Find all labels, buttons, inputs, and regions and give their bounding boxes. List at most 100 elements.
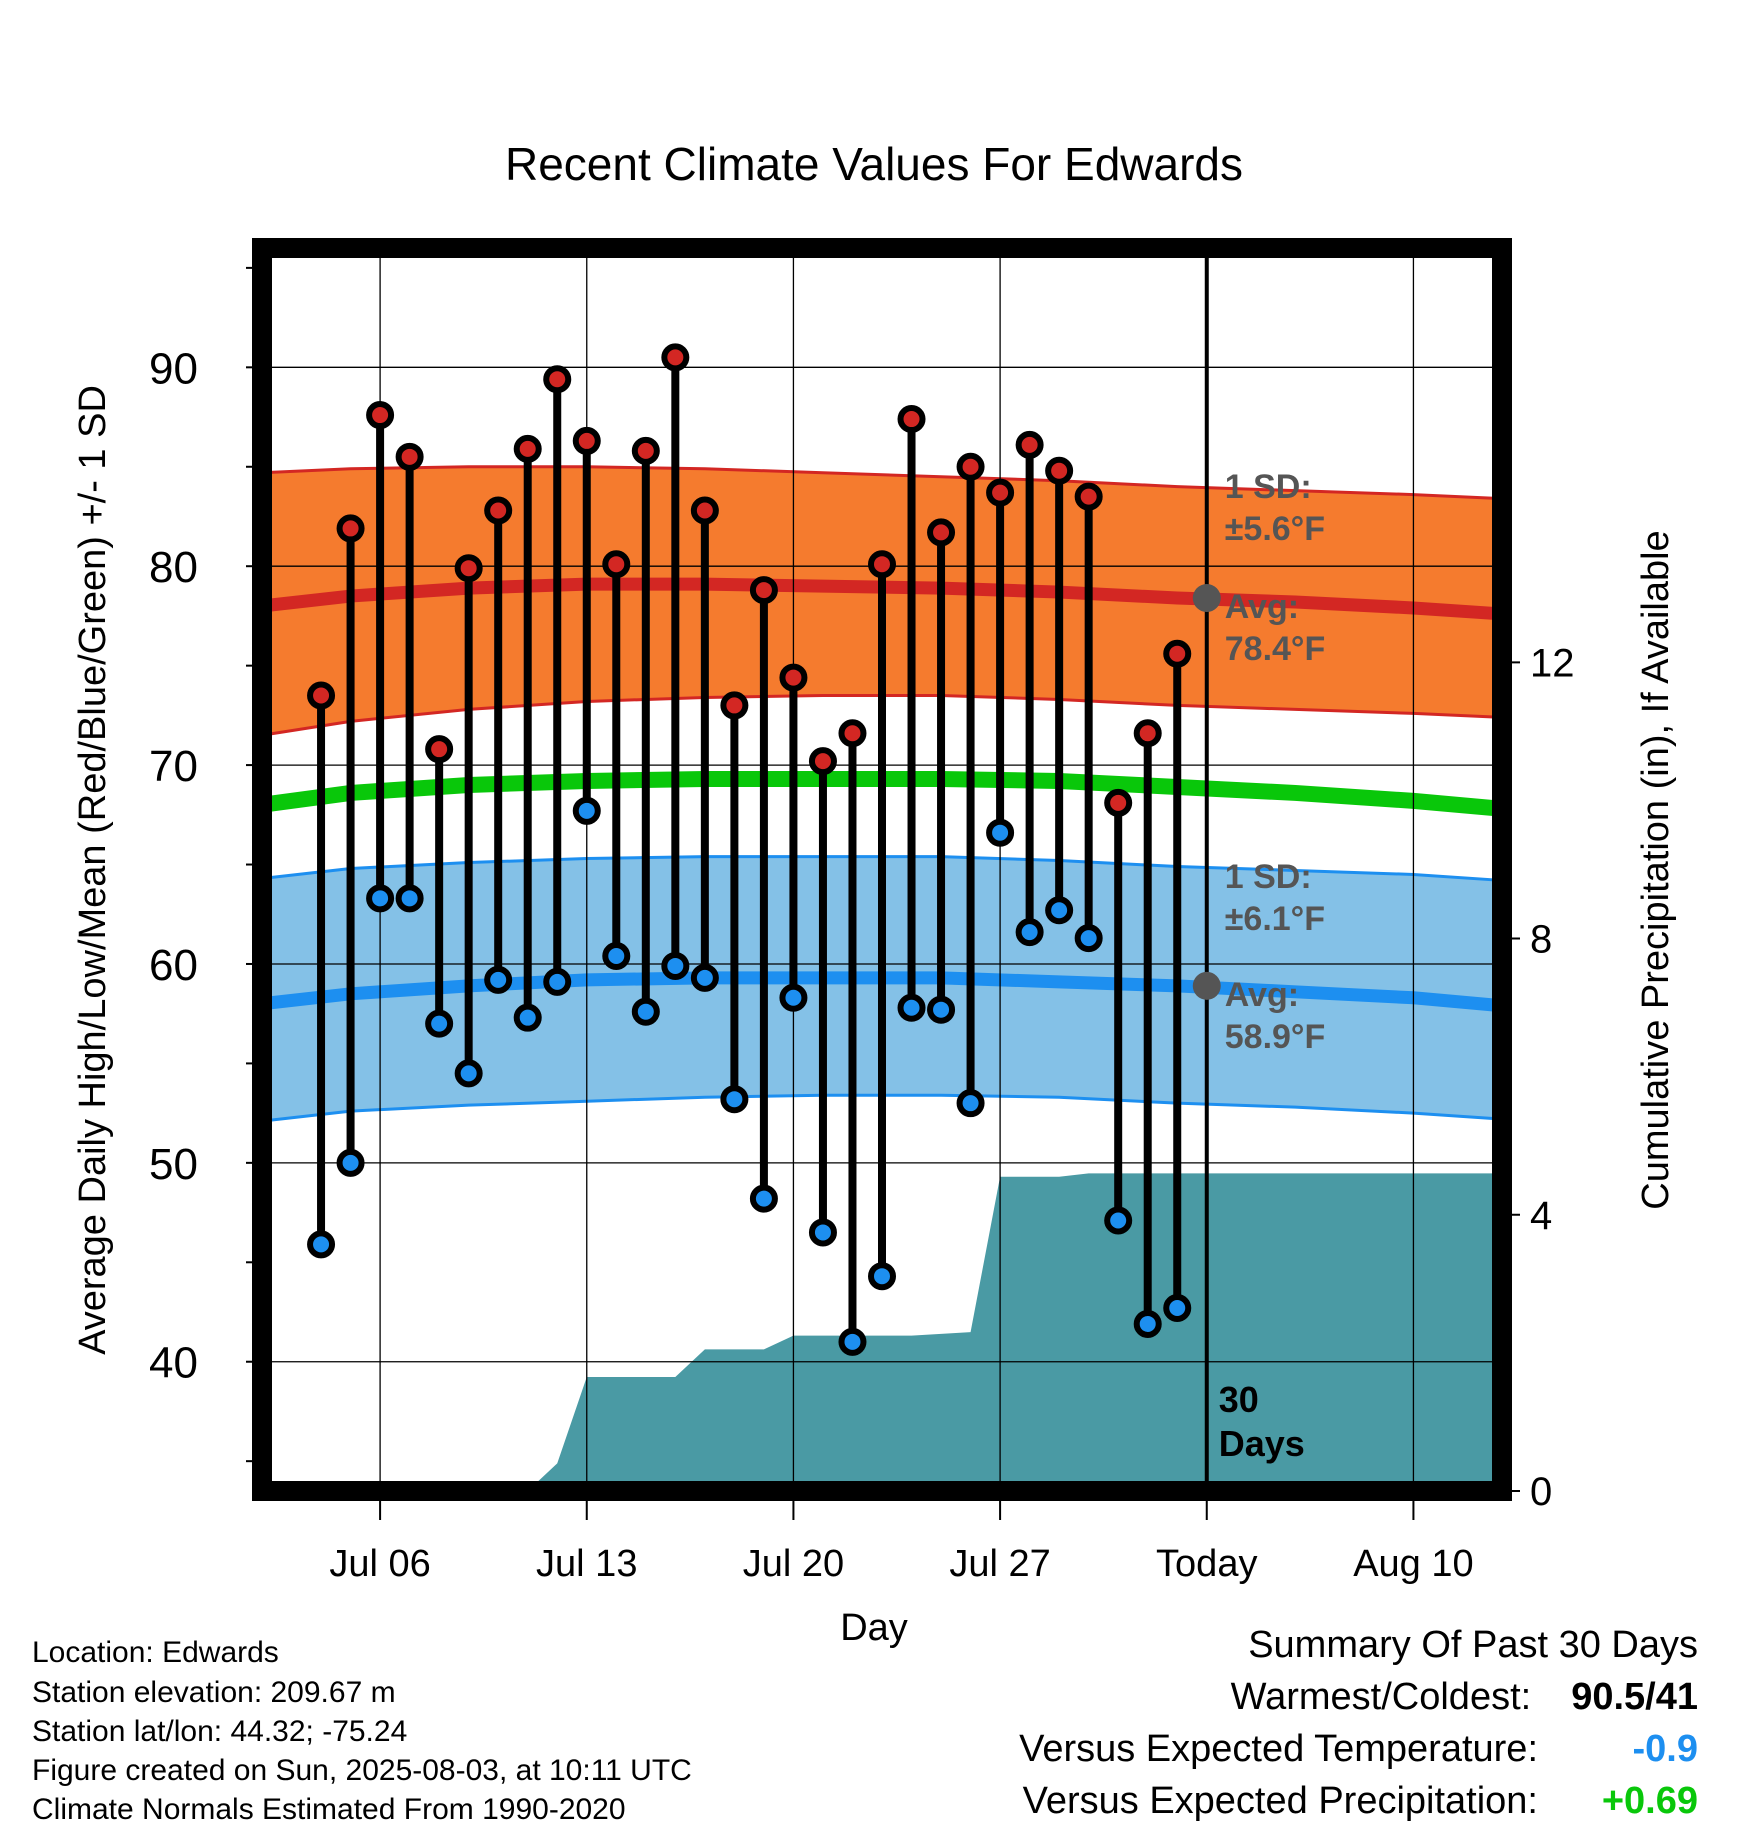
high-avg-today-dot — [1192, 584, 1221, 613]
chart-title: Recent Climate Values For Edwards — [505, 138, 1243, 190]
summary-title: Summary Of Past 30 Days — [1248, 1624, 1698, 1666]
daily-high-point — [838, 719, 867, 748]
normal-annotations: 1 SD: ±5.6°F Avg: 78.4°F 1 SD: ±6.1°F Avg: 58.9… — [1192, 468, 1326, 1056]
y-tick-label: 90 — [149, 344, 198, 393]
precipitation-area — [262, 1173, 1502, 1491]
y-tick-label: 60 — [149, 941, 198, 990]
daily-high-point — [602, 550, 631, 579]
footer-location: Location: Edwards — [32, 1636, 279, 1669]
daily-low-point — [307, 1230, 336, 1259]
low-sd-label: 1 SD: — [1225, 858, 1312, 896]
daily-low-point — [749, 1184, 778, 1213]
daily-low-point — [1074, 924, 1103, 953]
daily-low-point — [425, 1009, 454, 1038]
daily-low-point — [631, 997, 660, 1026]
daily-high-point — [779, 663, 808, 692]
daily-low-point — [808, 1218, 837, 1247]
window-label-days: Days — [1219, 1423, 1305, 1464]
warmest-coldest-value: 90.5/41 — [1571, 1676, 1698, 1718]
high-sd-value: ±5.6°F — [1225, 510, 1325, 548]
daily-high-point — [690, 496, 719, 525]
y2-tick-label: 4 — [1530, 1194, 1552, 1238]
precip-area — [262, 1173, 1502, 1491]
daily-temperature-bars — [307, 343, 1192, 1356]
daily-high-point — [956, 452, 985, 481]
daily-high-point — [720, 691, 749, 720]
daily-low-point — [1045, 896, 1074, 925]
precipitation-label: Versus Expected Precipitation: — [1022, 1780, 1538, 1822]
high-sd-upper-line — [261, 465, 1503, 501]
x-axis-label: Day — [840, 1607, 908, 1649]
daily-low-point — [986, 818, 1015, 847]
daily-low-point — [779, 983, 808, 1012]
y2-tick-label: 8 — [1530, 918, 1552, 962]
daily-low-point — [543, 967, 572, 996]
daily-low-point — [1104, 1206, 1133, 1235]
y2-tick-label: 12 — [1530, 641, 1575, 685]
daily-low-point — [720, 1085, 749, 1114]
y-tick-label: 50 — [149, 1140, 198, 1189]
x-tick-label: Jul 27 — [949, 1543, 1050, 1585]
daily-high-point — [543, 365, 572, 394]
low-sd-value: ±6.1°F — [1225, 900, 1325, 938]
y2-tick-label: 0 — [1530, 1470, 1552, 1514]
warmest-coldest-label: Warmest/Coldest: — [1230, 1676, 1532, 1718]
daily-low-point — [1163, 1294, 1192, 1323]
summary-precipitation: Versus Expected Precipitation: +0.69 — [1023, 1780, 1698, 1823]
footer-normals: Climate Normals Estimated From 1990-2020 — [32, 1793, 626, 1826]
daily-high-point — [454, 554, 483, 583]
y-tick-label: 40 — [149, 1339, 198, 1388]
daily-low-point — [1133, 1309, 1162, 1338]
daily-high-point — [307, 681, 336, 710]
daily-low-point — [395, 884, 424, 913]
plot-frame — [252, 238, 1512, 1501]
daily-high-point — [366, 401, 395, 430]
high-sd-label: 1 SD: — [1225, 468, 1312, 506]
daily-low-point — [484, 965, 513, 994]
footer-elevation: Station elevation: 209.67 m — [32, 1676, 396, 1709]
y-tick-label: 70 — [149, 742, 198, 791]
daily-low-point — [927, 995, 956, 1024]
daily-high-point — [927, 518, 956, 547]
x-tick-label: Jul 06 — [329, 1543, 430, 1585]
daily-high-point — [1015, 430, 1044, 459]
daily-low-point — [602, 942, 631, 971]
y-tick-label: 80 — [149, 543, 198, 592]
summary-warmest-coldest: Warmest/Coldest: 90.5/41 — [1231, 1676, 1698, 1719]
daily-low-point — [336, 1148, 365, 1177]
daily-low-point — [897, 993, 926, 1022]
daily-high-point — [1074, 482, 1103, 511]
low-avg-value: 58.9°F — [1225, 1018, 1326, 1056]
high-avg-label: Avg: — [1225, 588, 1299, 626]
daily-high-point — [395, 442, 424, 471]
daily-high-point — [986, 478, 1015, 507]
x-tick-label: Aug 10 — [1353, 1543, 1473, 1585]
daily-high-point — [1045, 456, 1074, 485]
high-avg-value: 78.4°F — [1225, 630, 1326, 668]
daily-low-point — [690, 963, 719, 992]
daily-high-point — [749, 576, 778, 605]
daily-low-point — [572, 796, 601, 825]
y-axis-label: Average Daily High/Low/Mean (Red/Blue/Gr… — [72, 385, 114, 1355]
daily-low-point — [366, 884, 395, 913]
x-tick-label: Today — [1156, 1543, 1257, 1585]
daily-high-point — [868, 550, 896, 579]
temperature-value: -0.9 — [1632, 1728, 1698, 1770]
daily-high-point — [897, 405, 926, 434]
precipitation-value: +0.69 — [1601, 1780, 1698, 1822]
window-label-number: 30 — [1219, 1379, 1259, 1420]
daily-high-point — [1104, 788, 1133, 817]
daily-high-point — [572, 426, 601, 455]
low-avg-today-dot — [1192, 971, 1221, 1000]
footer-latlon: Station lat/lon: 44.32; -75.24 — [32, 1715, 408, 1748]
daily-low-point — [1015, 918, 1044, 947]
daily-low-point — [661, 951, 690, 980]
daily-low-point — [513, 1003, 542, 1032]
daily-low-point — [454, 1059, 483, 1088]
daily-high-point — [1133, 719, 1162, 748]
daily-high-point — [631, 436, 660, 465]
x-tick-label: Jul 13 — [536, 1543, 637, 1585]
